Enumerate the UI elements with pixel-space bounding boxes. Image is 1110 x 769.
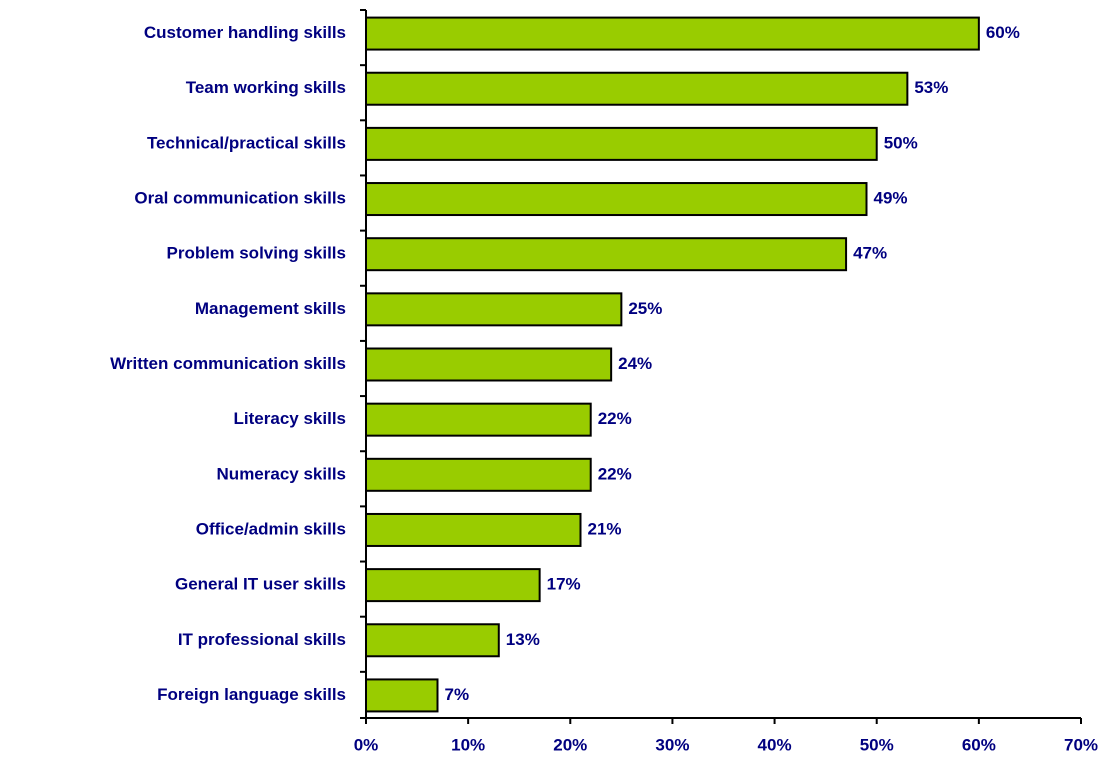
- y-tick-label: Technical/practical skills: [147, 133, 346, 152]
- value-label: 17%: [547, 575, 581, 594]
- y-tick-label: Office/admin skills: [196, 519, 346, 538]
- x-tick-label: 50%: [860, 735, 894, 754]
- value-label: 47%: [853, 244, 887, 263]
- value-label: 22%: [598, 464, 632, 483]
- bar: [365, 678, 439, 713]
- x-tick-label: 70%: [1064, 735, 1098, 754]
- x-tick-label: 10%: [451, 735, 485, 754]
- x-tick-label: 60%: [962, 735, 996, 754]
- bar: [365, 71, 909, 106]
- value-label: 53%: [914, 78, 948, 97]
- value-label: 49%: [874, 189, 908, 208]
- bar: [365, 292, 623, 327]
- y-tick-label: Management skills: [195, 299, 346, 318]
- value-label: 60%: [986, 23, 1020, 42]
- bar: [365, 512, 582, 547]
- y-tick-label: Problem solving skills: [166, 244, 346, 263]
- value-label: 25%: [628, 299, 662, 318]
- y-tick-label: Oral communication skills: [134, 189, 346, 208]
- y-tick-label: Foreign language skills: [157, 685, 346, 704]
- y-tick-label: IT professional skills: [178, 630, 346, 649]
- value-label: 24%: [618, 354, 652, 373]
- y-tick-label: General IT user skills: [175, 575, 346, 594]
- bar: [365, 16, 980, 51]
- bar: [365, 568, 541, 603]
- value-label: 7%: [445, 685, 470, 704]
- y-tick-label: Literacy skills: [234, 409, 346, 428]
- bar: [365, 182, 868, 217]
- bar: [365, 237, 848, 272]
- bar: [365, 457, 592, 492]
- value-label: 21%: [588, 519, 622, 538]
- x-tick-label: 20%: [553, 735, 587, 754]
- y-tick-label: Numeracy skills: [217, 464, 346, 483]
- value-label: 50%: [884, 133, 918, 152]
- bar: [365, 126, 878, 161]
- x-tick-label: 30%: [655, 735, 689, 754]
- bar: [365, 402, 592, 437]
- x-tick-label: 0%: [354, 735, 379, 754]
- x-tick-label: 40%: [758, 735, 792, 754]
- y-tick-label: Written communication skills: [110, 354, 346, 373]
- y-tick-label: Team working skills: [186, 78, 346, 97]
- bar: [365, 347, 613, 382]
- value-label: 13%: [506, 630, 540, 649]
- y-tick-label: Customer handling skills: [144, 23, 346, 42]
- value-label: 22%: [598, 409, 632, 428]
- bar: [365, 623, 500, 658]
